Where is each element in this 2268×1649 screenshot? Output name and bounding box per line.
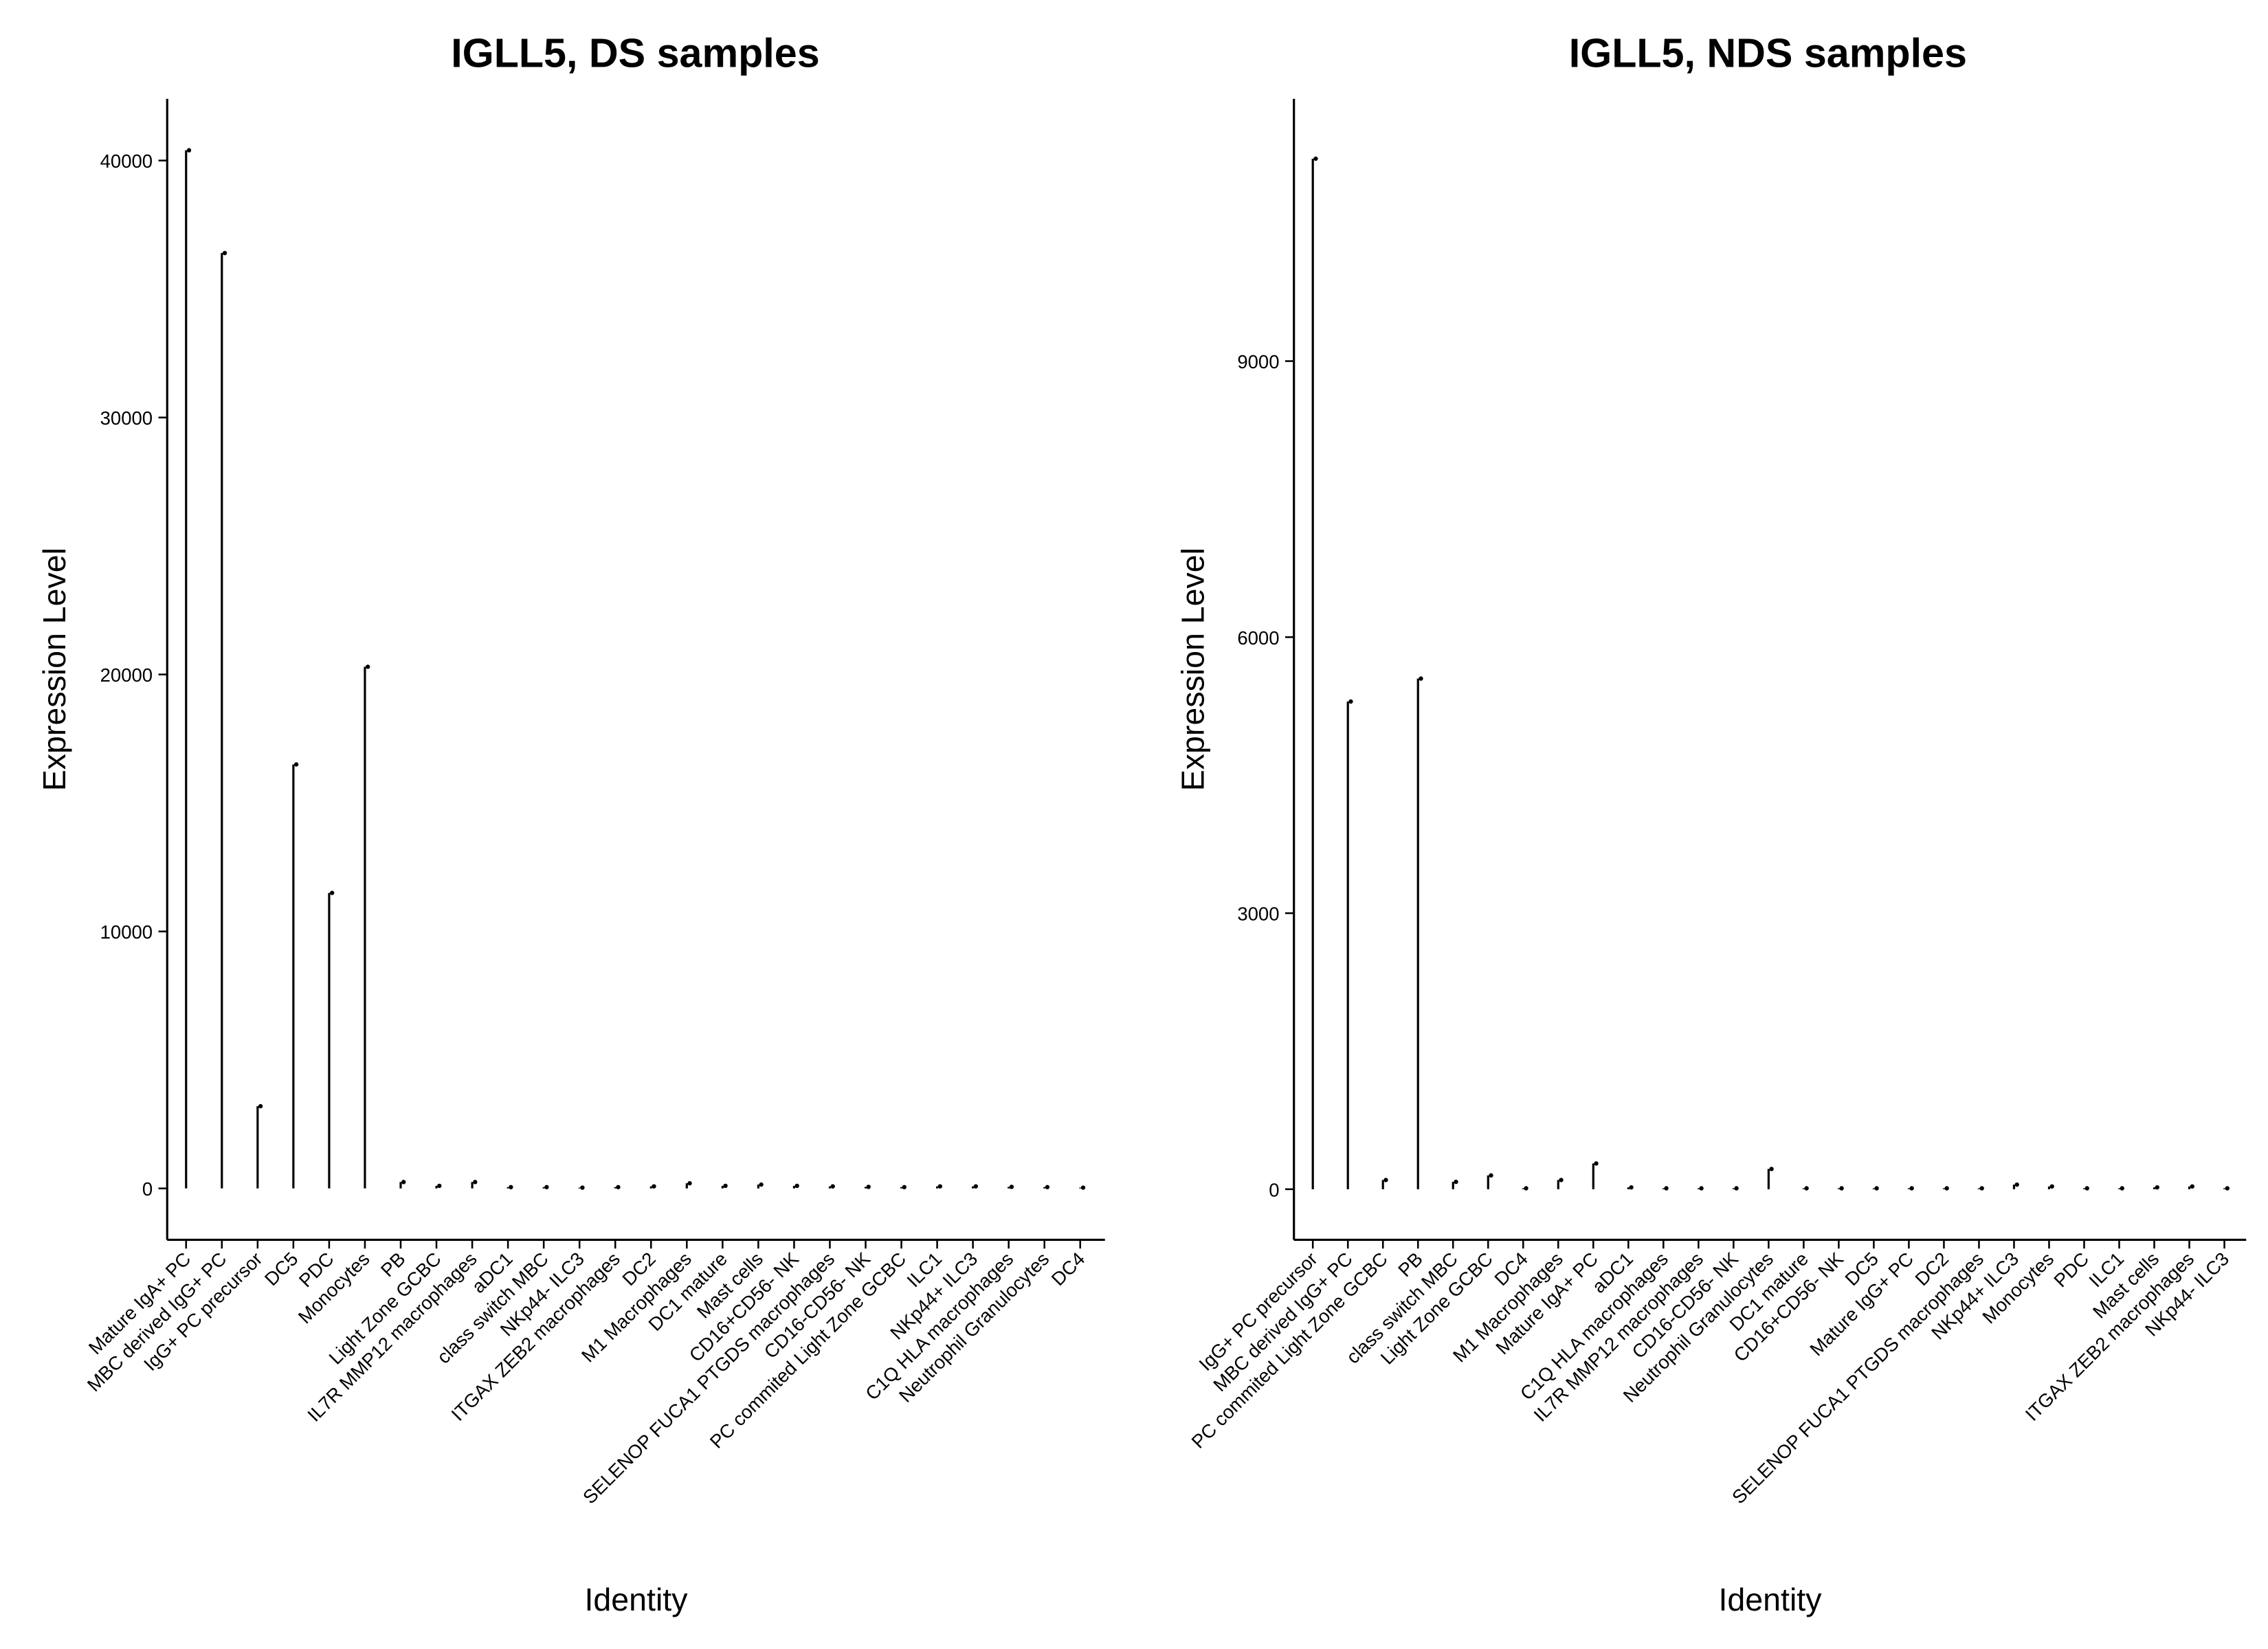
max-point xyxy=(1313,156,1318,161)
max-point xyxy=(1009,1185,1014,1189)
max-point xyxy=(1559,1178,1564,1182)
max-point xyxy=(473,1180,478,1185)
max-point xyxy=(1664,1186,1669,1191)
x-tick-label: DC5 xyxy=(260,1248,302,1290)
y-tick-label: 0 xyxy=(1269,1179,1279,1200)
max-point xyxy=(1629,1185,1634,1190)
max-point xyxy=(2190,1184,2194,1189)
max-point xyxy=(1699,1186,1704,1191)
y-tick-label: 3000 xyxy=(1237,904,1279,925)
y-tick-label: 0 xyxy=(142,1178,153,1200)
max-point xyxy=(1804,1186,1809,1191)
max-point xyxy=(1874,1186,1879,1191)
max-point xyxy=(1524,1186,1528,1191)
max-point xyxy=(866,1185,871,1189)
max-point xyxy=(509,1185,513,1189)
max-point xyxy=(794,1183,799,1189)
max-point xyxy=(2225,1186,2230,1191)
y-tick-label: 40000 xyxy=(100,150,153,172)
max-point xyxy=(1769,1167,1774,1171)
y-axis-title: Expression Level xyxy=(36,548,72,791)
max-point xyxy=(437,1183,442,1189)
max-point xyxy=(222,251,227,256)
y-tick-label: 6000 xyxy=(1237,627,1279,649)
max-point xyxy=(1839,1186,1844,1191)
x-tick-label: SELENOP FUCA1 PTGDS macrophages xyxy=(579,1248,838,1507)
max-point xyxy=(329,890,335,895)
max-point xyxy=(652,1184,656,1189)
max-point xyxy=(580,1185,585,1190)
max-point xyxy=(2049,1184,2054,1189)
max-point xyxy=(1454,1179,1458,1185)
max-point xyxy=(973,1184,979,1189)
x-tick-label: MBC derived IgG+ PC xyxy=(1209,1248,1357,1395)
max-point xyxy=(258,1103,263,1109)
max-point xyxy=(723,1183,728,1189)
y-tick-label: 30000 xyxy=(100,407,153,429)
max-point xyxy=(2014,1182,2019,1187)
max-point xyxy=(830,1184,835,1189)
y-axis-title: Expression Level xyxy=(1175,548,1211,791)
max-point xyxy=(687,1181,692,1186)
max-point xyxy=(902,1185,907,1189)
y-tick-label: 9000 xyxy=(1237,351,1279,372)
max-point xyxy=(1489,1173,1493,1178)
max-point xyxy=(937,1184,942,1189)
max-point xyxy=(2120,1186,2124,1191)
max-point xyxy=(759,1182,764,1187)
max-point xyxy=(1594,1161,1599,1166)
max-point xyxy=(1348,699,1353,704)
max-point xyxy=(1045,1185,1050,1189)
max-point xyxy=(1944,1186,1949,1191)
chart-title: IGLL5, NDS samples xyxy=(1569,30,1967,76)
max-point xyxy=(186,148,192,153)
y-tick-label: 10000 xyxy=(100,921,153,943)
x-tick-label: PDC xyxy=(2049,1248,2093,1291)
max-point xyxy=(2155,1185,2159,1190)
max-point xyxy=(1909,1186,1914,1191)
max-point xyxy=(544,1185,549,1189)
max-point xyxy=(1080,1185,1086,1190)
x-axis-title: Identity xyxy=(1718,1582,1822,1617)
chart-title: IGLL5, DS samples xyxy=(451,30,819,76)
max-point xyxy=(401,1180,406,1185)
max-point xyxy=(1419,676,1423,681)
max-point xyxy=(366,664,370,669)
y-tick-label: 20000 xyxy=(100,664,153,686)
max-point xyxy=(616,1185,621,1189)
max-point xyxy=(2084,1186,2089,1191)
max-point xyxy=(1734,1186,1739,1191)
x-tick-label: DC4 xyxy=(1047,1248,1089,1290)
max-point xyxy=(1979,1186,1984,1191)
max-point xyxy=(293,762,299,767)
max-point xyxy=(1383,1178,1388,1182)
x-axis-title: Identity xyxy=(584,1582,688,1617)
